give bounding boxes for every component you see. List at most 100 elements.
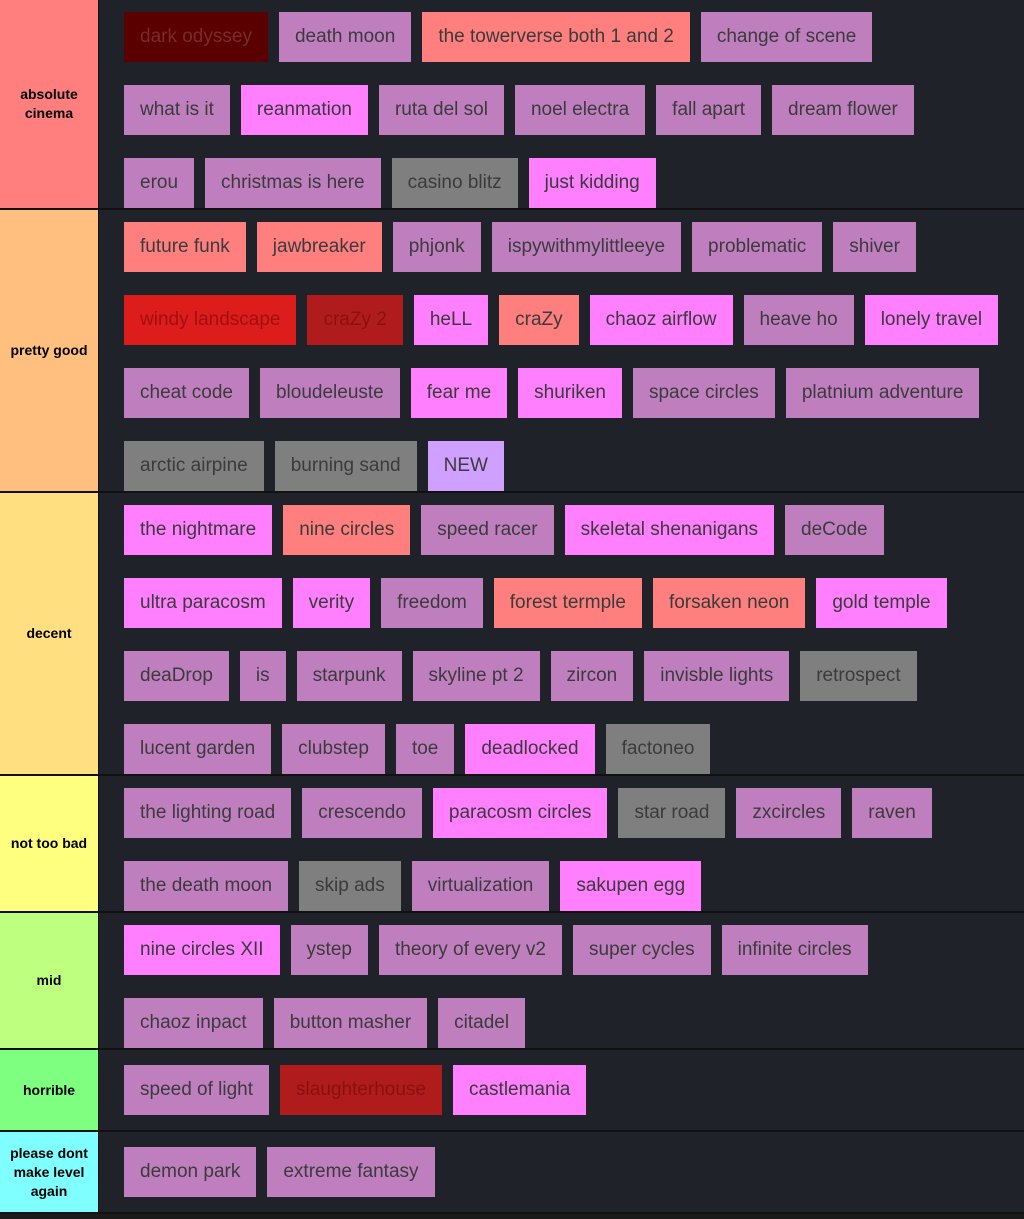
tier-item[interactable]: deaDrop bbox=[124, 651, 229, 701]
tier-items: demon park extreme fantasy bbox=[99, 1132, 1024, 1212]
tier-item[interactable]: paracosm circles bbox=[432, 788, 608, 838]
tier-item[interactable]: just kidding bbox=[528, 158, 656, 208]
tier-item[interactable]: zxcircles bbox=[736, 788, 842, 838]
tier-item[interactable]: dark odyssey bbox=[124, 12, 268, 62]
tier-item[interactable]: windy landscape bbox=[124, 295, 297, 345]
tile-line: arctic airpine burning sand NEW bbox=[124, 441, 1024, 491]
tier-item[interactable]: burning sand bbox=[274, 441, 417, 491]
tier-item[interactable]: sakupen egg bbox=[560, 861, 702, 911]
tier-item[interactable]: bloudeleuste bbox=[259, 368, 400, 418]
tier-item[interactable]: castlemania bbox=[452, 1065, 587, 1115]
tile-line: deaDrop is starpunk skyline pt 2 zircon invis… bbox=[124, 651, 1024, 701]
tier-item[interactable]: dream flower bbox=[772, 85, 914, 135]
tier-item[interactable]: craZy bbox=[499, 295, 579, 345]
tier-item[interactable]: toe bbox=[395, 724, 455, 774]
tier-item[interactable]: invisble lights bbox=[644, 651, 790, 701]
tier-item[interactable]: verity bbox=[292, 578, 371, 628]
tier-item[interactable]: future funk bbox=[124, 222, 246, 272]
tier-item[interactable]: casino blitz bbox=[391, 158, 518, 208]
tier-item[interactable]: fear me bbox=[410, 368, 508, 418]
tier-item[interactable]: lucent garden bbox=[124, 724, 272, 774]
tile-line: demon park extreme fantasy bbox=[124, 1147, 1024, 1197]
tier-item[interactable]: retrospect bbox=[800, 651, 917, 701]
tier-item[interactable]: factoneo bbox=[605, 724, 711, 774]
tier-item[interactable]: button masher bbox=[273, 998, 428, 1048]
tier-item[interactable]: the towerverse both 1 and 2 bbox=[422, 12, 690, 62]
tile-line: chaoz inpact button masher citadel bbox=[124, 998, 1024, 1048]
tier-item[interactable]: ruta del sol bbox=[378, 85, 504, 135]
tier-item[interactable]: nine circles bbox=[283, 505, 411, 555]
tier-items: speed of light slaughterhouse castlemania bbox=[99, 1050, 1024, 1130]
tier-item[interactable]: freedom bbox=[381, 578, 483, 628]
tier-item[interactable]: citadel bbox=[438, 998, 526, 1048]
tier-item[interactable]: noel electra bbox=[514, 85, 646, 135]
tier-item[interactable]: speed of light bbox=[124, 1065, 270, 1115]
tier-item[interactable]: forest termple bbox=[493, 578, 642, 628]
tier-item[interactable]: starpunk bbox=[296, 651, 402, 701]
tier-item[interactable]: the lighting road bbox=[124, 788, 292, 838]
tier-item[interactable]: phjonk bbox=[392, 222, 481, 272]
tier-item[interactable]: space circles bbox=[632, 368, 775, 418]
tier-item[interactable]: zircon bbox=[550, 651, 634, 701]
tier-item[interactable]: forsaken neon bbox=[652, 578, 806, 628]
tier-item[interactable]: the nightmare bbox=[124, 505, 273, 555]
tier-item[interactable]: craZy 2 bbox=[307, 295, 403, 345]
tier-item[interactable]: ystep bbox=[290, 925, 368, 975]
tier-label: horrible bbox=[0, 1050, 99, 1130]
tier-item[interactable]: super cycles bbox=[573, 925, 711, 975]
tier-items: the nightmare nine circles speed racer skel… bbox=[99, 493, 1024, 774]
tier-item[interactable]: demon park bbox=[124, 1147, 257, 1197]
tier-item[interactable]: skip ads bbox=[299, 861, 401, 911]
tier-item[interactable]: skyline pt 2 bbox=[412, 651, 540, 701]
tier-item[interactable]: is bbox=[239, 651, 286, 701]
tier-item[interactable]: chaoz inpact bbox=[124, 998, 263, 1048]
tier-row: please dont make level again demon park ex… bbox=[0, 1132, 1024, 1214]
tier-item[interactable]: christmas is here bbox=[205, 158, 381, 208]
tier-item[interactable]: fall apart bbox=[656, 85, 762, 135]
tile-line: cheat code bloudeleuste fear me shuriken spa… bbox=[124, 368, 1024, 418]
tier-item[interactable]: problematic bbox=[692, 222, 823, 272]
tier-item[interactable]: the death moon bbox=[124, 861, 289, 911]
tier-item[interactable]: slaughterhouse bbox=[280, 1065, 442, 1115]
tier-item[interactable]: crescendo bbox=[302, 788, 422, 838]
tier-item[interactable]: star road bbox=[618, 788, 726, 838]
tier-item[interactable]: ultra paracosm bbox=[124, 578, 282, 628]
tier-item[interactable]: theory of every v2 bbox=[378, 925, 562, 975]
tier-item[interactable]: raven bbox=[852, 788, 932, 838]
tile-line: lucent garden clubstep toe deadlocked facton… bbox=[124, 724, 1024, 774]
tier-item[interactable]: virtualization bbox=[411, 861, 550, 911]
tier-item[interactable]: heLL bbox=[413, 295, 489, 345]
tier-item[interactable]: deCode bbox=[785, 505, 884, 555]
tile-line: what is it reanmation ruta del sol noel ele… bbox=[124, 85, 1024, 135]
tier-item[interactable]: speed racer bbox=[421, 505, 554, 555]
tier-item[interactable]: reanmation bbox=[240, 85, 368, 135]
tier-item[interactable]: erou bbox=[124, 158, 195, 208]
tile-line: the nightmare nine circles speed racer skel… bbox=[124, 505, 1024, 555]
tier-item[interactable]: lonely travel bbox=[864, 295, 999, 345]
tier-item[interactable]: cheat code bbox=[124, 368, 249, 418]
tier-item[interactable]: clubstep bbox=[282, 724, 385, 774]
tile-line: erou christmas is here casino blitz just ki… bbox=[124, 158, 1024, 208]
tier-item[interactable]: extreme fantasy bbox=[267, 1147, 435, 1197]
tier-item[interactable]: heave ho bbox=[743, 295, 854, 345]
tier-item[interactable]: NEW bbox=[427, 441, 504, 491]
tier-item[interactable]: shuriken bbox=[518, 368, 622, 418]
tile-line: dark odyssey death moon the towerverse bot… bbox=[124, 12, 1024, 62]
tier-item[interactable]: death moon bbox=[278, 12, 412, 62]
tier-item[interactable]: skeletal shenanigans bbox=[564, 505, 775, 555]
tier-row: horrible speed of light slaughterhouse cast… bbox=[0, 1050, 1024, 1132]
tier-items: nine circles XII ystep theory of every v2 s… bbox=[99, 913, 1024, 1048]
tier-item[interactable]: ispywithmylittleeye bbox=[491, 222, 682, 272]
tier-item[interactable]: what is it bbox=[124, 85, 230, 135]
tier-item[interactable]: nine circles XII bbox=[124, 925, 280, 975]
tier-item[interactable]: shiver bbox=[833, 222, 916, 272]
tier-item[interactable]: deadlocked bbox=[465, 724, 595, 774]
tile-line: the death moon skip ads virtualization saku… bbox=[124, 861, 1024, 911]
tier-item[interactable]: infinite circles bbox=[721, 925, 868, 975]
tier-item[interactable]: arctic airpine bbox=[124, 441, 264, 491]
tier-item[interactable]: platnium adventure bbox=[785, 368, 980, 418]
tier-item[interactable]: gold temple bbox=[816, 578, 947, 628]
tier-item[interactable]: jawbreaker bbox=[256, 222, 382, 272]
tier-item[interactable]: change of scene bbox=[700, 12, 873, 62]
tier-item[interactable]: chaoz airflow bbox=[589, 295, 733, 345]
